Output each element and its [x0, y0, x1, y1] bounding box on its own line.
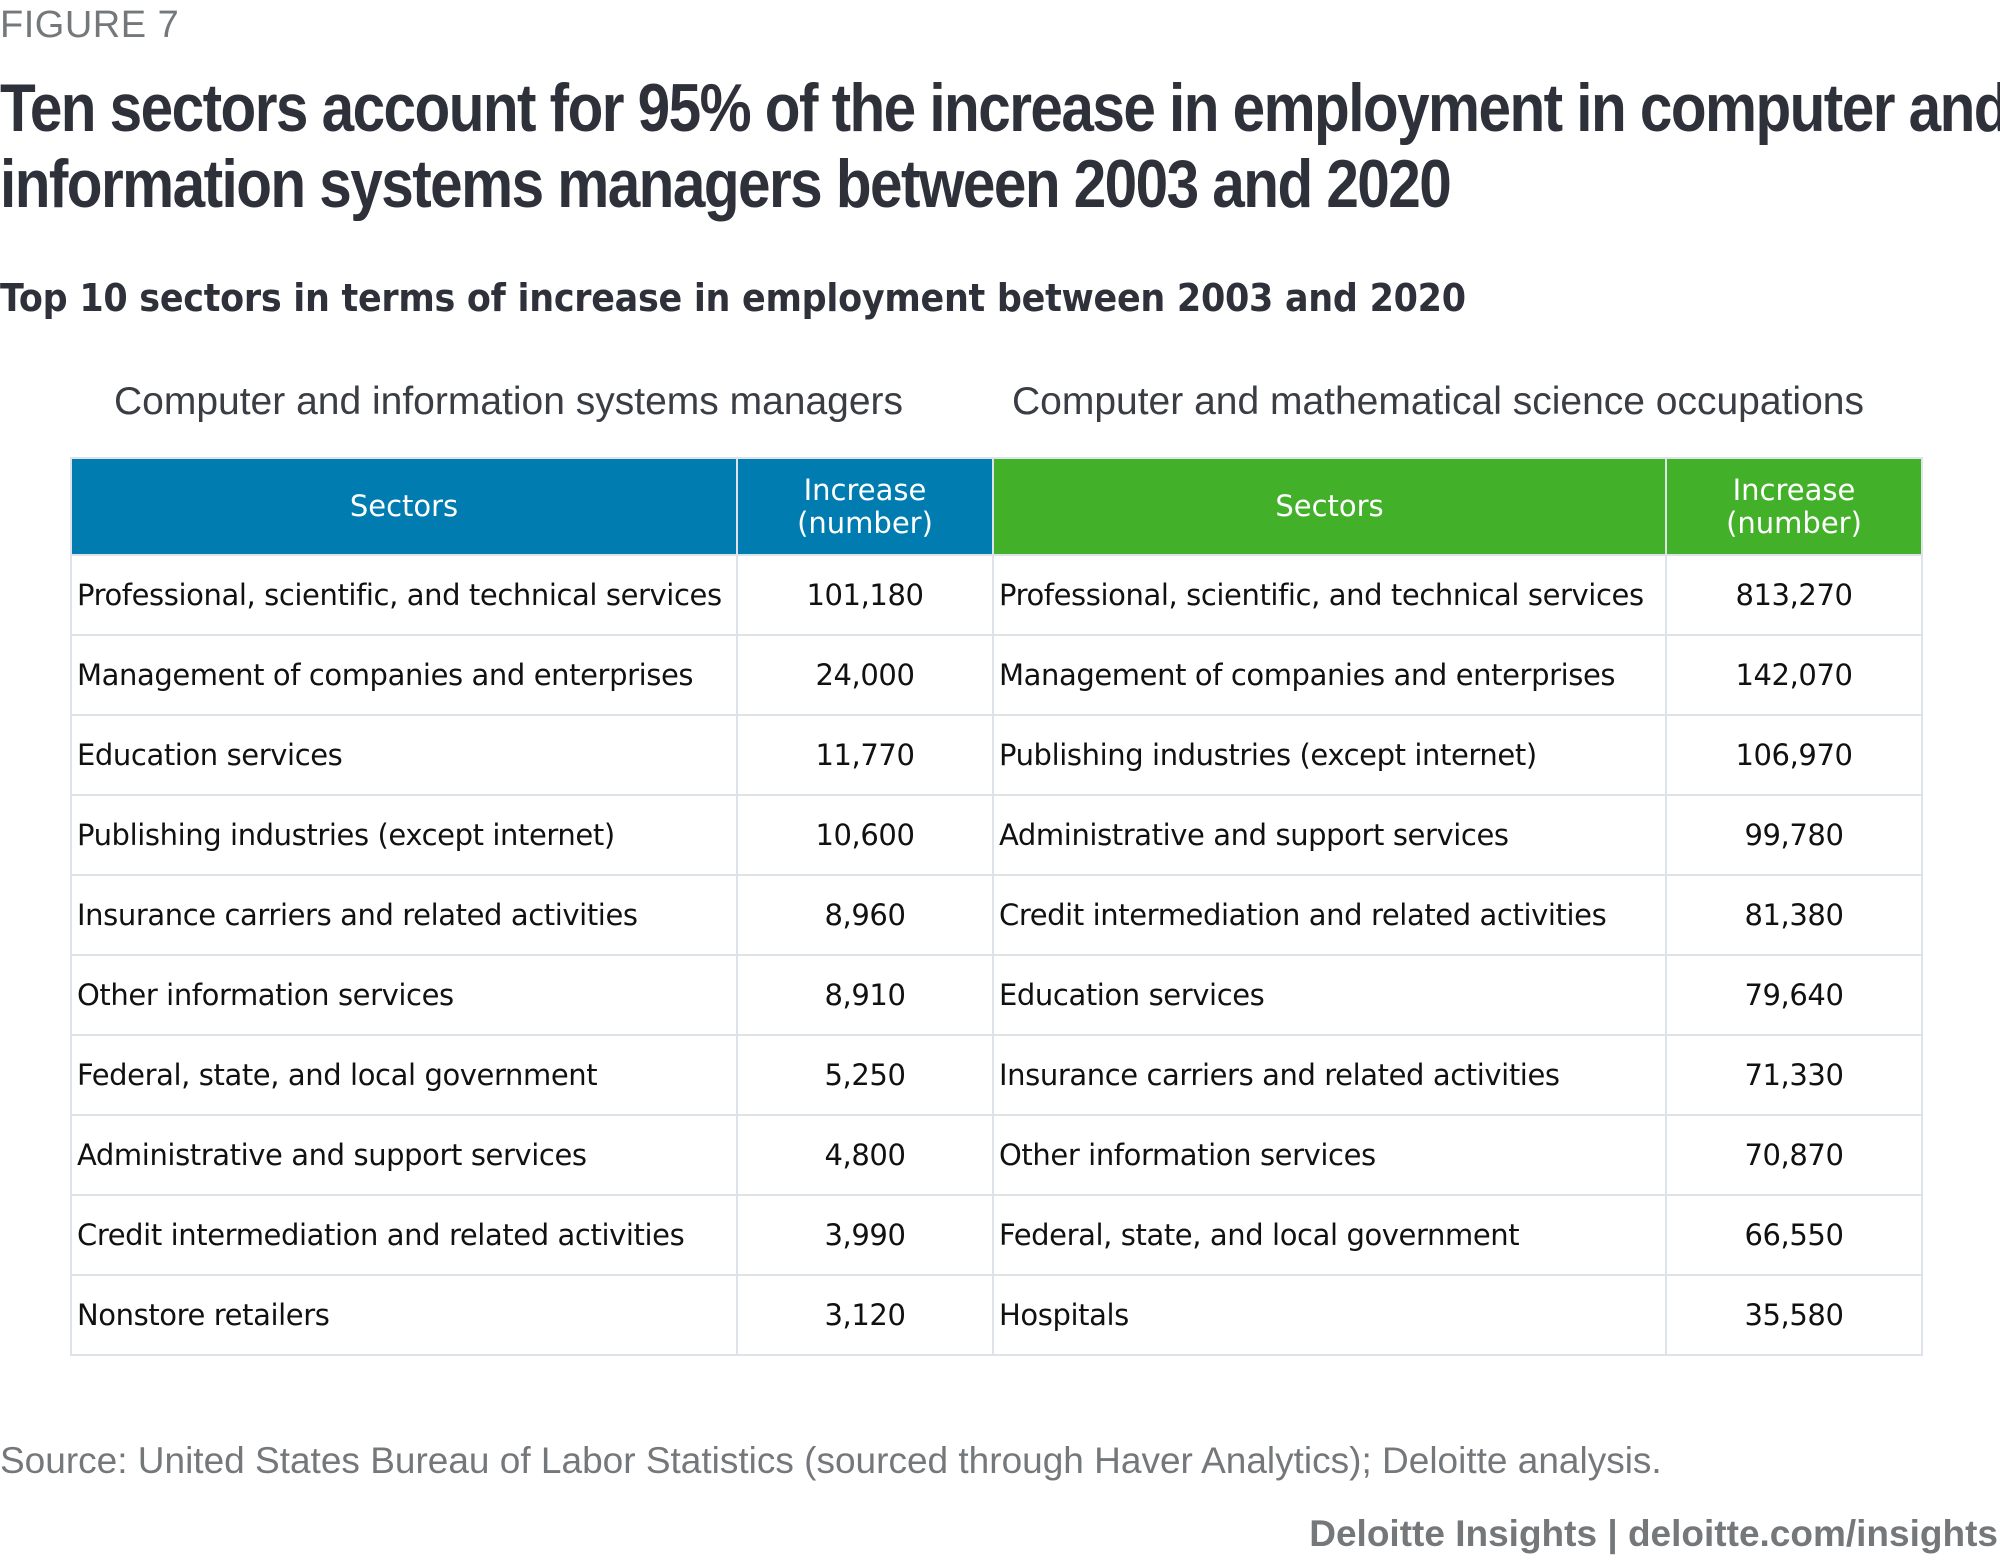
increase-cell-math-science: 70,870	[1665, 1114, 1923, 1196]
increase-cell-managers: 8,910	[736, 954, 994, 1036]
increase-cell-managers: 3,990	[736, 1194, 994, 1276]
sector-cell-math-science: Professional, scientific, and technical …	[992, 554, 1667, 636]
increase-cell-math-science: 813,270	[1665, 554, 1923, 636]
publisher-footer: Deloitte Insights | deloitte.com/insight…	[1309, 1513, 1998, 1554]
sector-cell-managers: Credit intermediation and related activi…	[70, 1194, 738, 1276]
increase-cell-math-science: 35,580	[1665, 1274, 1923, 1356]
increase-cell-managers: 8,960	[736, 874, 994, 956]
sector-cell-managers: Other information services	[70, 954, 738, 1036]
sector-cell-managers: Administrative and support services	[70, 1114, 738, 1196]
table-row: Nonstore retailers 3,120 Hospitals 35,58…	[70, 1274, 1923, 1356]
page-title-line-1: Ten sectors account for 95% of the incre…	[0, 70, 2000, 146]
group-header-math-science: Computer and mathematical science occupa…	[1012, 380, 1864, 423]
sector-cell-managers: Professional, scientific, and technical …	[70, 554, 738, 636]
increase-cell-managers: 5,250	[736, 1034, 994, 1116]
sector-cell-managers: Education services	[70, 714, 738, 796]
increase-cell-managers: 24,000	[736, 634, 994, 716]
sector-cell-managers: Federal, state, and local government	[70, 1034, 738, 1116]
page-title-line-2: information systems managers between 200…	[0, 146, 1452, 222]
sector-cell-managers: Publishing industries (except internet)	[70, 794, 738, 876]
sector-cell-math-science: Management of companies and enterprises	[992, 634, 1667, 716]
sector-cell-math-science: Credit intermediation and related activi…	[992, 874, 1667, 956]
header-sectors-math-science: Sectors	[992, 457, 1667, 556]
increase-cell-managers: 3,120	[736, 1274, 994, 1356]
page-title: Ten sectors account for 95% of the incre…	[0, 70, 2000, 222]
header-increase-math-science: Increase (number)	[1665, 457, 1923, 556]
increase-cell-managers: 10,600	[736, 794, 994, 876]
increase-cell-math-science: 81,380	[1665, 874, 1923, 956]
increase-cell-math-science: 66,550	[1665, 1194, 1923, 1276]
sector-cell-managers: Insurance carriers and related activitie…	[70, 874, 738, 956]
table-row: Management of companies and enterprises …	[70, 634, 1923, 716]
sector-cell-managers: Nonstore retailers	[70, 1274, 738, 1356]
table-row: Other information services 8,910 Educati…	[70, 954, 1923, 1036]
increase-cell-managers: 4,800	[736, 1114, 994, 1196]
sector-cell-math-science: Other information services	[992, 1114, 1667, 1196]
increase-cell-math-science: 106,970	[1665, 714, 1923, 796]
sectors-table: Sectors Increase (number) Sectors Increa…	[70, 457, 1923, 1356]
table-row: Credit intermediation and related activi…	[70, 1194, 1923, 1276]
source-note: Source: United States Bureau of Labor St…	[0, 1440, 1662, 1481]
header-increase-line-2: (number)	[797, 505, 933, 540]
header-increase-line-2: (number)	[1726, 505, 1862, 540]
increase-cell-math-science: 99,780	[1665, 794, 1923, 876]
sector-cell-math-science: Administrative and support services	[992, 794, 1667, 876]
increase-cell-math-science: 71,330	[1665, 1034, 1923, 1116]
header-sectors-managers: Sectors	[70, 457, 738, 556]
sector-cell-managers: Management of companies and enterprises	[70, 634, 738, 716]
figure-label: FIGURE 7	[0, 4, 180, 46]
table-row: Insurance carriers and related activitie…	[70, 874, 1923, 956]
table-subtitle: Top 10 sectors in terms of increase in e…	[0, 276, 1466, 320]
group-header-managers: Computer and information systems manager…	[114, 380, 904, 423]
table-row: Professional, scientific, and technical …	[70, 554, 1923, 636]
sector-cell-math-science: Insurance carriers and related activitie…	[992, 1034, 1667, 1116]
header-increase-line-1: Increase	[1732, 472, 1856, 507]
table-row: Publishing industries (except internet) …	[70, 794, 1923, 876]
increase-cell-math-science: 79,640	[1665, 954, 1923, 1036]
sector-cell-math-science: Federal, state, and local government	[992, 1194, 1667, 1276]
header-increase-line-1: Increase	[803, 472, 927, 507]
increase-cell-managers: 11,770	[736, 714, 994, 796]
table-row: Administrative and support services 4,80…	[70, 1114, 1923, 1196]
table-row: Federal, state, and local government 5,2…	[70, 1034, 1923, 1116]
table-header-row: Sectors Increase (number) Sectors Increa…	[70, 457, 1923, 556]
sector-cell-math-science: Education services	[992, 954, 1667, 1036]
header-increase-managers: Increase (number)	[736, 457, 994, 556]
sector-cell-math-science: Hospitals	[992, 1274, 1667, 1356]
table-row: Education services 11,770 Publishing ind…	[70, 714, 1923, 796]
sector-cell-math-science: Publishing industries (except internet)	[992, 714, 1667, 796]
increase-cell-managers: 101,180	[736, 554, 994, 636]
increase-cell-math-science: 142,070	[1665, 634, 1923, 716]
